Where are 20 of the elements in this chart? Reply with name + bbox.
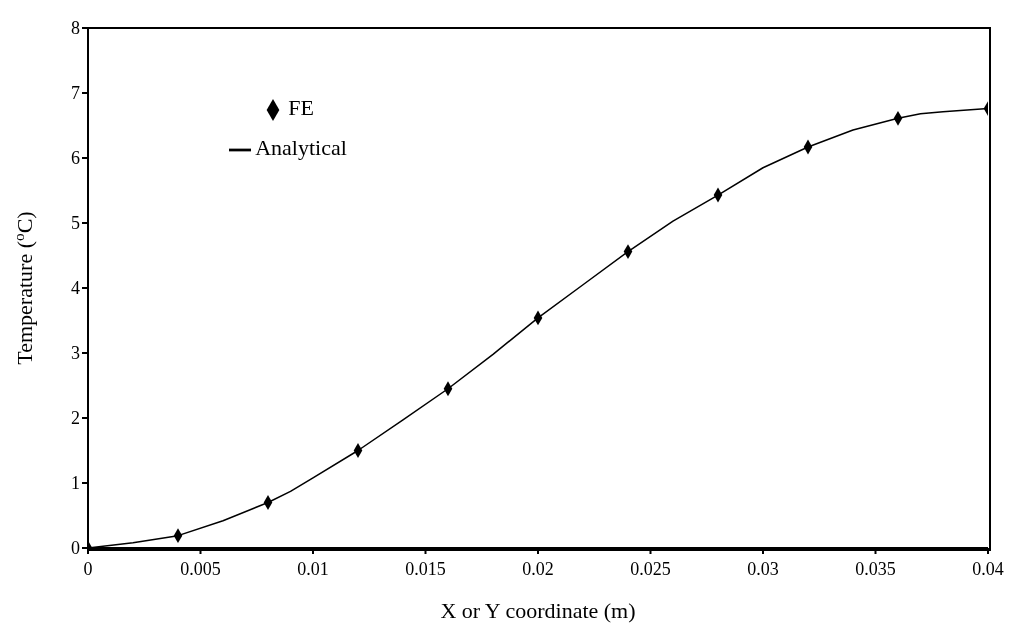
x-tick-label: 0.01 [297, 558, 329, 579]
x-tick-label: 0.035 [855, 558, 896, 579]
x-tick-label: 0.005 [180, 558, 221, 579]
y-tick-label: 7 [71, 83, 80, 104]
x-axis-title: X or Y coordinate (m) [440, 598, 636, 623]
legend-label: FE [288, 95, 314, 120]
y-tick-label: 8 [71, 18, 80, 39]
y-tick-label: 2 [71, 408, 80, 429]
legend-label: Analytical [255, 135, 347, 160]
y-tick-label: 6 [71, 148, 80, 169]
x-tick-label: 0.015 [405, 558, 446, 579]
y-tick-label: 1 [71, 473, 80, 494]
x-tick-label: 0.025 [630, 558, 671, 579]
x-tick-label: 0.03 [747, 558, 779, 579]
y-tick-label: 0 [71, 538, 80, 559]
y-tick-label: 5 [71, 213, 80, 234]
x-tick-label: 0.02 [522, 558, 554, 579]
y-tick-label: 4 [71, 278, 80, 299]
x-tick-label: 0.04 [972, 558, 1004, 579]
y-tick-label: 3 [71, 343, 80, 364]
